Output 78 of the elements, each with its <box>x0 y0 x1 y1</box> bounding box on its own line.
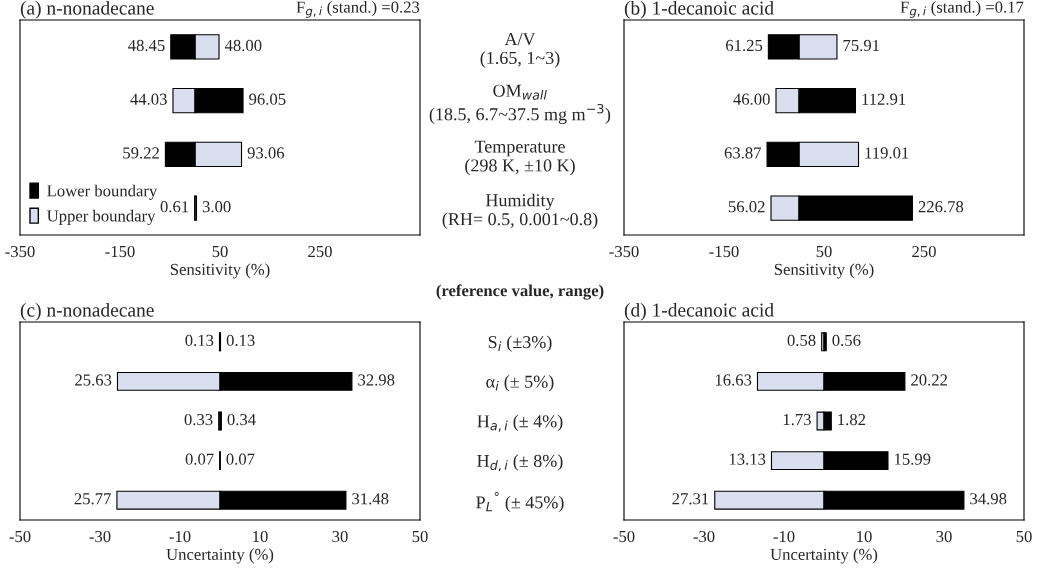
data-label: 25.63 <box>75 374 112 386</box>
data-label: 226.78 <box>918 201 964 213</box>
x-tick-label: -30 <box>693 530 715 543</box>
x-tick-label: 50 <box>816 245 832 258</box>
data-label: 0.13 <box>185 334 214 347</box>
x-tick-label: 30 <box>936 530 952 543</box>
x-tick-label: -50 <box>613 530 635 543</box>
data-label: 46.00 <box>733 93 770 105</box>
data-label: 0.07 <box>226 453 255 465</box>
y-tick-label: A/V (1.65, 1~3) <box>480 33 560 68</box>
x-tick-label: 10 <box>857 530 872 543</box>
data-label: 0.56 <box>832 334 861 347</box>
chart-title: (a) n-nonadecane <box>20 0 154 19</box>
data-label: 1.82 <box>838 413 866 426</box>
data-label: 0.58 <box>787 334 816 347</box>
x-tick-label: -10 <box>773 530 795 543</box>
y-tick-label: Humidity (RH= 0.5, 0.001~0.8) <box>442 193 598 229</box>
x-axis-title: Sensitivity (%) <box>774 263 874 279</box>
data-label: 44.03 <box>130 93 167 105</box>
data-label: 93.06 <box>247 147 285 159</box>
x-tick-label: 50 <box>1016 530 1032 543</box>
text: F$_{g,i}$ (stand.) =0.17 <box>900 1 1024 18</box>
y-tick-label: H$_{d,i}$ (± 8%) <box>477 454 563 472</box>
data-label: 34.98 <box>970 493 1007 505</box>
data-label: 0.07 <box>185 453 214 465</box>
chart-title: (c) n-nonadecane <box>20 302 154 321</box>
data-label: 48.00 <box>224 39 262 52</box>
data-label: 96.05 <box>249 93 286 105</box>
chart-title: (b) 1-decanoic acid <box>624 0 774 19</box>
x-tick-label: -350 <box>609 245 639 258</box>
data-label: 13.13 <box>729 453 766 465</box>
x-axis-title: Sensitivity (%) <box>170 263 270 279</box>
x-tick-label: -350 <box>5 245 35 258</box>
data-label: 0.61 <box>160 201 189 213</box>
text: F$_{g,i}$ (stand.) =0.23 <box>296 1 420 18</box>
y-tick-label: Temperature (298 K, ±10 K) <box>465 140 575 176</box>
y-tick-label: α$_{i}$ (± 5%) <box>486 375 554 392</box>
data-label: 32.98 <box>358 374 395 386</box>
data-label: 0.34 <box>227 413 256 426</box>
data-label: 119.01 <box>865 147 909 159</box>
data-label: 1.73 <box>783 413 811 426</box>
data-label: 59.22 <box>123 147 159 159</box>
data-label: 27.31 <box>672 493 709 505</box>
x-tick-label: 50 <box>412 530 428 543</box>
x-tick-label: 250 <box>308 245 332 258</box>
x-tick-label: -150 <box>105 245 135 258</box>
x-tick-label: -50 <box>9 530 31 543</box>
data-label: 0.13 <box>226 334 255 347</box>
x-tick-label: 30 <box>332 530 348 543</box>
data-label: 0.33 <box>184 413 213 426</box>
data-label: 112.91 <box>862 93 906 105</box>
x-tick-label: 50 <box>212 245 228 258</box>
x-tick-label: 250 <box>912 245 936 258</box>
data-label: 15.99 <box>894 453 931 465</box>
y-tick-label: S$_{i}$ (±3%) <box>488 335 552 352</box>
x-tick-label: -10 <box>169 530 191 543</box>
data-label: 20.22 <box>911 374 948 386</box>
y-tick-label: OM$_{wall}$ (18.5, 6.7~37.5 mg m$^{−3}$) <box>429 84 611 125</box>
legend-label: Upper boundary <box>47 209 156 225</box>
x-axis-title: Uncertainty (%) <box>770 548 878 564</box>
text: (reference value, range) <box>436 284 604 300</box>
legend-label: Lower boundary <box>47 184 158 200</box>
x-tick-label: 10 <box>253 530 268 543</box>
data-label: 25.77 <box>74 493 111 505</box>
data-label: 3.00 <box>202 201 231 213</box>
x-tick-label: -150 <box>709 245 739 258</box>
data-label: 16.63 <box>715 374 752 386</box>
data-label: 63.87 <box>724 147 762 159</box>
y-tick-label: P$_{L}$$^{°}$ (± 45%) <box>476 491 564 513</box>
chart-title: (d) 1-decanoic acid <box>624 302 774 321</box>
data-label: 48.45 <box>128 39 165 52</box>
data-label: 56.02 <box>728 201 765 213</box>
x-tick-label: -30 <box>89 530 111 543</box>
y-tick-label: H$_{a,i}$ (± 4%) <box>477 414 563 432</box>
data-label: 61.25 <box>726 39 763 52</box>
x-axis-title: Uncertainty (%) <box>166 548 274 564</box>
data-label: 75.91 <box>843 39 880 52</box>
data-label: 31.48 <box>352 493 389 505</box>
